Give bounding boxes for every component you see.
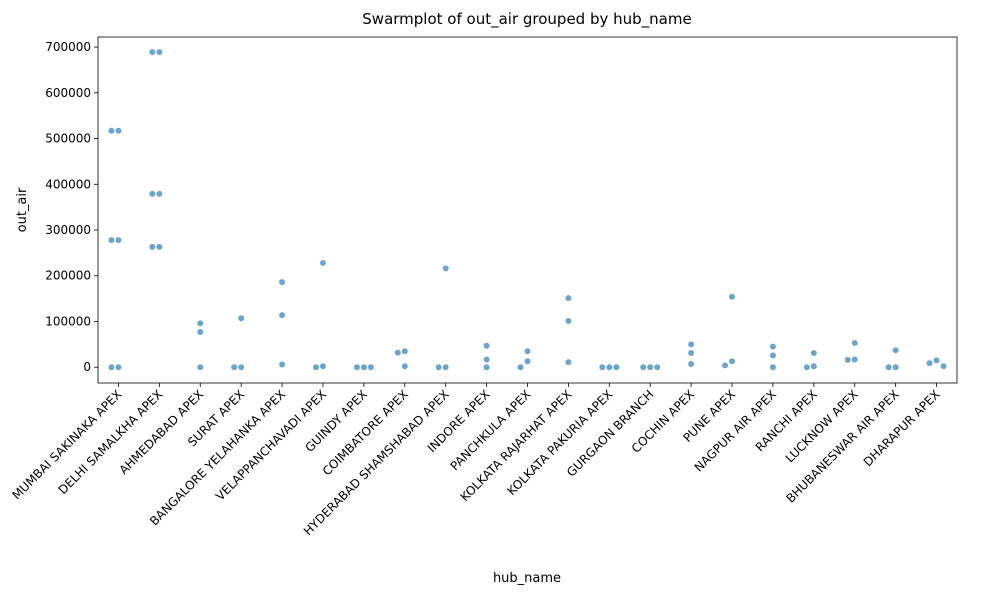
point [926,360,933,367]
point [108,237,115,244]
point [524,348,531,355]
point [606,364,613,371]
point [565,359,572,366]
point [654,364,661,371]
y-tick-label: 500000 [45,132,91,146]
point [156,243,163,250]
plot-frame [97,36,958,384]
y-axis-label: out_air [15,187,30,232]
y-tick-label: 100000 [45,314,91,328]
point [115,127,122,134]
point [149,243,156,250]
point [688,350,695,357]
point [483,356,490,363]
point [197,364,204,371]
point [401,348,408,355]
point [483,364,490,371]
point [312,364,319,371]
point [892,364,899,371]
point [688,341,695,348]
point [279,312,286,319]
point [435,364,442,371]
point [851,356,858,363]
x-tick-label: DHARAPUR APEX [861,387,943,469]
point [803,364,810,371]
point [319,363,326,370]
point [729,293,736,300]
point [353,364,360,371]
x-tick-label: LUCKNOW APEX [783,387,861,465]
point [722,362,729,369]
point [769,352,776,359]
point [401,363,408,370]
point [599,364,606,371]
x-axis-label: hub_name [493,571,561,586]
point [367,364,374,371]
y-tick-label: 400000 [45,177,91,191]
point [108,364,115,371]
point [688,361,695,368]
point [810,363,817,370]
y-tick-label: 0 [83,360,91,374]
point [729,358,736,365]
point [197,320,204,327]
point [442,265,449,272]
point [149,49,156,56]
point [115,364,122,371]
point [810,350,817,357]
point [892,347,899,354]
point [844,356,851,363]
point [108,127,115,134]
point [319,259,326,266]
point [517,364,524,371]
point [238,364,245,371]
point [442,364,449,371]
point [197,329,204,336]
point [238,315,245,322]
point [524,358,531,365]
point [851,339,858,346]
point [769,343,776,350]
point [885,364,892,371]
point [769,364,776,371]
point [640,364,647,371]
point [279,279,286,286]
point [279,361,286,368]
point [231,364,238,371]
chart-title: Swarmplot of out_air grouped by hub_name [362,10,691,29]
point [613,364,620,371]
point [156,190,163,197]
y-tick-label: 200000 [45,269,91,283]
y-tick-label: 600000 [45,86,91,100]
point [115,237,122,244]
point [933,357,940,364]
point [647,364,654,371]
point [565,295,572,302]
point [360,364,367,371]
point [149,190,156,197]
point [394,349,401,356]
y-tick-label: 700000 [45,40,91,54]
y-tick-label: 300000 [45,223,91,237]
point [483,342,490,349]
x-tick-label: HYDERABAD SHAMSHABAD APEX [301,387,452,538]
point [565,318,572,325]
point [940,363,947,370]
point [156,49,163,56]
